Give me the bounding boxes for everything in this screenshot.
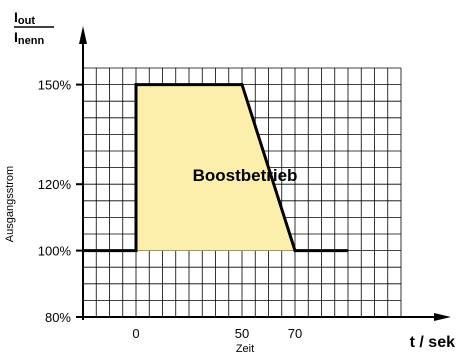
y-tick-label: 120% [38, 177, 72, 192]
ratio-numerator: I [14, 9, 18, 25]
region-label: Boostbetrieb [193, 166, 298, 185]
x-tick-label: 70 [288, 326, 302, 341]
x-tick-label: 50 [235, 326, 249, 341]
svg-text:Inenn: Inenn [14, 29, 44, 47]
x-unit-label: t / sek [410, 334, 455, 351]
x-tick-label: 0 [132, 326, 139, 341]
svg-text:Iout: Iout [14, 9, 35, 27]
x-axis-title: Zeit [236, 343, 254, 354]
tick-labels: 80% 100% 120% 150% 0 50 70 [38, 78, 302, 341]
y-axis-arrow-icon [79, 26, 87, 44]
y-ratio-label: Iout Inenn [14, 9, 54, 47]
ratio-denominator-sub: nenn [18, 35, 45, 47]
x-axis-arrow-icon [434, 313, 451, 321]
y-tick-label: 100% [38, 244, 72, 259]
y-tick-label: 80% [45, 310, 71, 325]
ratio-numerator-sub: out [18, 15, 35, 27]
output-current-line [83, 83, 348, 253]
y-axis-title: Ausgangsstrom [4, 166, 16, 242]
y-tick-label: 150% [38, 78, 72, 93]
ratio-denominator: I [14, 29, 18, 45]
